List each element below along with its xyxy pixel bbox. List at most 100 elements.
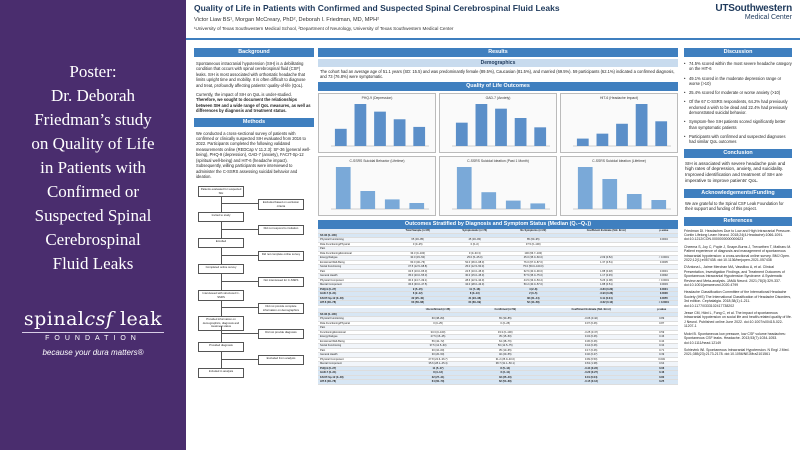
table-cell: 5.26 (1.08) [563, 278, 650, 284]
table-cell: 9 (5–15) [389, 287, 447, 293]
middle-column: Results Demographics The cohort had an a… [318, 48, 678, 385]
table-row-label: Pain [318, 348, 403, 354]
background-heading: Background [194, 48, 314, 57]
table-cell: 37.5 (0–100) [503, 242, 564, 248]
table-cell [389, 233, 447, 239]
caption-line: Suspected Spinal [34, 206, 152, 225]
qol-bar [354, 103, 367, 146]
table-cell: 76.0 (67.0–87.0) [503, 260, 564, 266]
table-cell: 30 (20–50) [402, 352, 474, 358]
qol-chart: HIT-6 (Headache Impact) [560, 92, 678, 153]
table-cell: 33.3 (0–100) [473, 330, 537, 336]
table-cell [402, 312, 474, 318]
table-cell [645, 312, 678, 318]
table-cell: 64 (60–69) [446, 300, 504, 306]
qol-chart: C-SSRS Suicidal Behavior (Lifetime) [318, 155, 436, 216]
table-row: Emotional Well-Being 56 (42–72) 64 (48–76)… [318, 339, 678, 345]
table-cell: 2.09 (0.52) [563, 255, 650, 261]
table-cell [563, 251, 650, 257]
table-row-label: Pain [318, 246, 390, 252]
table-row-label: FACIT-Sp-12 (0–48) [318, 375, 403, 381]
table-row: Social Functioning 37.5 (12.5–68.8) 25.0 (… [318, 264, 678, 270]
table-cell: 1.37 (0.51) [563, 260, 650, 266]
table-cell: 0.87 [645, 321, 678, 327]
logo-rule [22, 332, 164, 333]
table-cell: 0.17 (0.46) [536, 348, 646, 354]
demographics-heading: Demographics [318, 59, 678, 67]
reference-item: Jesse CM, Häni L, Fung C, et al. The imp… [684, 311, 792, 329]
table-cell [649, 264, 678, 270]
table-row-label: Physical Component [318, 278, 390, 284]
table-cell: < 0.0001 [649, 300, 678, 306]
poster-affiliation: ¹University of Texas Southwestern Medica… [194, 26, 454, 31]
table-cell: 2 (0–5) [503, 291, 564, 297]
utsw-logo-sub: Medical Center [744, 14, 792, 21]
qol-bar [481, 192, 497, 209]
qol-bar [596, 133, 609, 146]
qol-bar [635, 103, 648, 146]
table-row-label: Energy/Fatigue [318, 334, 403, 340]
flow-branch [221, 281, 258, 282]
table-header-cell: Symptomatic (n=73) [446, 228, 504, 234]
reference-item: Cheema S, Joy C, Pople J, Snape-Burns J,… [684, 244, 792, 262]
table-cell: 32 (27–41) [402, 375, 474, 381]
ack-text: We are grateful to the Spinal CSF Leak F… [685, 200, 784, 212]
outcomes-table-diagnosis: Unconfirmed (n=36) Confirmed (n=59) Coeffi… [318, 307, 678, 385]
table-cell: 0.07 (0.46) [536, 321, 646, 327]
qol-bar [393, 119, 406, 146]
qol-chart: PHQ-9 (Depression) [318, 92, 436, 153]
table-row-label: General Health [318, 352, 403, 358]
table-cell: 0.46 [645, 334, 678, 340]
table-cell: 0.0003 [649, 282, 678, 288]
table-cell [536, 312, 646, 318]
table-row-label: GAD-7 (0–21) [318, 370, 403, 376]
references-heading: References [684, 216, 792, 226]
table-cell: 0.46 [645, 370, 678, 376]
qol-chart-title: C-SSRS Suicidal Behavior (Lifetime) [349, 158, 405, 163]
table-cell: 0.80 [645, 375, 678, 381]
qol-chart-plot [331, 166, 429, 210]
qol-bar [505, 200, 521, 209]
table-cell: 0.0055 [649, 296, 678, 302]
table-cell: 45 (30–80) [446, 237, 504, 243]
table-cell: -0.25 (0.47) [536, 330, 646, 336]
qol-bar [626, 193, 642, 209]
table-cell: 0 (0–33.3) [446, 251, 504, 257]
table-cell: 62.5 (40.0–90.0) [503, 269, 564, 275]
table-row: PHQ-9 (0–27) 11 (5–17) 8 (5–14) -0.44 (0.23… [318, 366, 678, 372]
utsw-logo-main: UTSouthwestern [715, 3, 792, 14]
table-row-label: PHQ-9 (0–27) [318, 366, 403, 372]
table-cell: 35.0 (20.0–55.0) [389, 273, 447, 279]
qol-bar [360, 190, 376, 209]
table-cell: 30.0 (15.0–45.0) [446, 273, 504, 279]
caption-line: Friedman’s study [34, 110, 152, 129]
table-cell [563, 264, 650, 270]
flow-branch [221, 255, 258, 256]
table-header-cell: Coefficient Estimate (Std. Error) [563, 228, 650, 234]
background-text: Spontaneous intracranial hypotension (SI… [194, 57, 314, 118]
flow-step-box: Enrolled [198, 238, 244, 249]
table-cell: -0.83 (0.20) [563, 287, 650, 293]
table-row: Role Functioning/Emotional 33.3 (0–100) 0 … [318, 251, 678, 257]
reference-item: D’Antona L, Jaime Merchan MA, Vassiliou … [684, 265, 785, 288]
table-cell: 38 (31–44) [503, 296, 564, 302]
table-cell [563, 242, 650, 248]
table-cell: 63 (56–68) [389, 300, 447, 306]
table-cell: 0.59 [645, 330, 678, 336]
discussion-bullet: 49.1% scored in the moderate depression … [684, 76, 792, 87]
table-row-label: SF-36 (0–100) [318, 312, 403, 318]
table-row: Mental Component 35.6 (28.1–45.4) 38.7 (31… [318, 361, 678, 367]
caption-line: Cerebrospinal [45, 230, 141, 249]
caption-line: in Patients with [40, 158, 146, 177]
table-cell: 0.0001 [649, 269, 678, 275]
table-row-label: Pain [318, 269, 390, 275]
table-cell: 33 (25–40) [473, 375, 537, 381]
table-header-cell [318, 307, 403, 313]
table-row-label: Functioning/Emotional [318, 330, 403, 336]
qol-chart-plot [452, 103, 550, 147]
table-cell: 8 (5–14) [473, 366, 537, 372]
logo-tagline: because your dura matters® [42, 348, 144, 357]
table-cell [563, 237, 650, 243]
table-cell: 60.0 (46–76) [389, 260, 447, 266]
table-row: PHQ-9 (0–27) 9 (5–15) 11 (7–16) 4 (2–8) -0.8… [318, 287, 678, 293]
